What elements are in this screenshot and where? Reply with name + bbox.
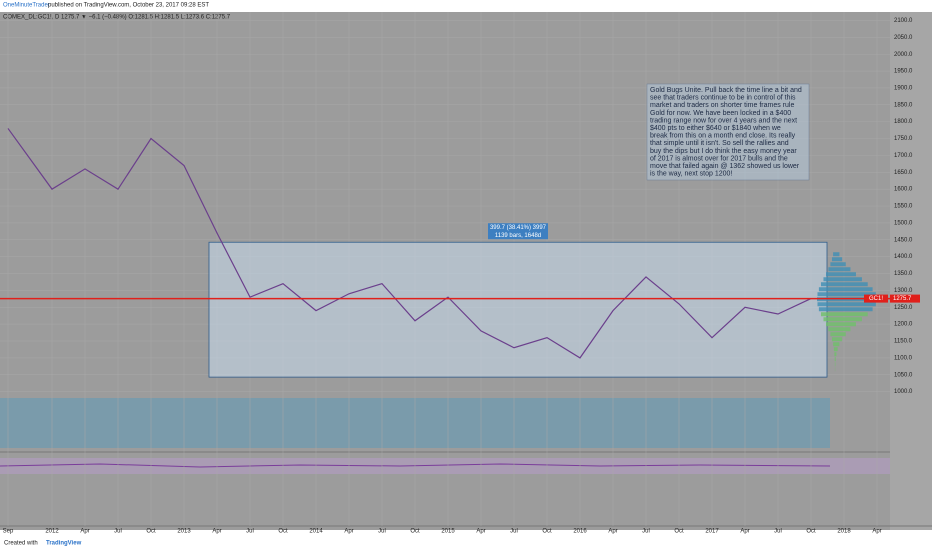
volume-profile-bar — [832, 337, 842, 341]
x-tick-label: Jul — [246, 529, 254, 535]
x-tick-label: Oct — [278, 529, 288, 535]
annotation-line: Gold Bugs Unite. Pull back the time line… — [650, 87, 802, 94]
volume-profile-bar — [828, 327, 850, 331]
y-tick-label: 2000.0 — [894, 52, 913, 58]
x-tick-label: Jul — [774, 529, 782, 535]
volume-profile-bar — [835, 357, 836, 361]
x-tick-label: 2012 — [45, 529, 59, 535]
y-tick-label: 1950.0 — [894, 69, 913, 75]
annotation-line: move that failed again @ 1362 showed us … — [650, 163, 800, 170]
x-tick-label: 2018 — [837, 529, 851, 535]
y-tick-label: 1400.0 — [894, 254, 913, 260]
y-tick-label: 1100.0 — [894, 355, 913, 361]
x-tick-label: Apr — [344, 529, 353, 535]
y-tick-label: 1200.0 — [894, 322, 913, 328]
annotation-line: that simple until it isn't. So sell the … — [650, 140, 789, 147]
annotation-line: see that traders continue to be in contr… — [650, 95, 796, 102]
annotation-line: Gold for now. We have been locked in a $… — [650, 110, 791, 117]
x-tick-label: Apr — [80, 529, 89, 535]
y-tick-label: 1450.0 — [894, 237, 913, 243]
volume-profile-bar — [830, 262, 845, 266]
x-tick-label: Apr — [872, 529, 881, 535]
y-tick-label: 1050.0 — [894, 372, 913, 378]
x-tick-label: Apr — [212, 529, 221, 535]
y-tick-label: 1000.0 — [894, 389, 913, 395]
range-box — [209, 242, 827, 377]
y-tick-label: 2100.0 — [894, 18, 913, 24]
y-tick-label: 1250.0 — [894, 305, 913, 311]
x-tick-label: Apr — [476, 529, 485, 535]
x-tick-label: Oct — [146, 529, 156, 535]
annotation-line: market and traders on shorter time frame… — [650, 102, 794, 109]
volume-profile-bar — [823, 317, 861, 321]
x-tick-label: Oct — [410, 529, 420, 535]
x-tick-label: 2017 — [705, 529, 719, 535]
annotation-line: trading range now for over 4 years and t… — [650, 117, 797, 124]
y-tick-label: 1550.0 — [894, 204, 913, 210]
published: published on TradingView.com, October 23… — [48, 3, 209, 9]
x-tick-label: 2013 — [177, 529, 191, 535]
footer-text: Created with — [4, 541, 38, 547]
volume-profile-bar — [817, 302, 875, 306]
measure-sublabel: 1139 bars, 1648d — [495, 233, 541, 239]
annotation-line: is the way, next stop 1200! — [650, 171, 732, 178]
x-tick-label: 2015 — [441, 529, 455, 535]
measure-label: 399.7 (38.41%) 3997 — [490, 225, 547, 231]
symbol-line: COMEX_DL:GC1!, D 1275.7 ▼ −6.1 (−0.48%) … — [3, 15, 231, 21]
x-tick-label: Apr — [740, 529, 749, 535]
x-tick-label: Jul — [114, 529, 122, 535]
volume-profile-bar — [830, 332, 845, 336]
footer-bg — [0, 536, 932, 550]
y-tick-label: 1800.0 — [894, 119, 913, 125]
x-tick-label: Jul — [378, 529, 386, 535]
y-tick-label: 1350.0 — [894, 271, 913, 277]
volume-profile-bar — [828, 267, 850, 271]
y-tick-label: 1750.0 — [894, 136, 913, 142]
x-tick-label: 2016 — [573, 529, 587, 535]
y-tick-label: 1700.0 — [894, 153, 913, 159]
volume-profile-bar — [821, 282, 868, 286]
y-tick-label: 1600.0 — [894, 187, 913, 193]
annotation-line: $400 pts to either $640 or $1840 when we — [650, 125, 781, 132]
x-tick-label: 2014 — [309, 529, 323, 535]
symbol-tag-text: GC1! — [869, 296, 883, 302]
volume-profile-bar — [833, 342, 839, 346]
volume-profile-bar — [819, 287, 873, 291]
rsi-band — [0, 458, 890, 474]
x-tick-label: Jul — [510, 529, 518, 535]
volume-profile-bar — [826, 272, 856, 276]
x-tick-label: Sep — [3, 529, 14, 535]
price-tag-text: 1275.7 — [893, 296, 912, 302]
y-tick-label: 1300.0 — [894, 288, 913, 294]
volume-profile-bar — [826, 322, 856, 326]
x-tick-label: Oct — [806, 529, 816, 535]
volume-profile-bar — [823, 277, 861, 281]
volume-profile-bar — [834, 347, 838, 351]
y-tick-label: 2050.0 — [894, 35, 913, 41]
volume-profile-bar — [819, 307, 873, 311]
volume-profile-bar — [835, 362, 836, 366]
x-tick-label: Apr — [608, 529, 617, 535]
annotation-line: buy the dips but I do think the easy mon… — [650, 148, 797, 155]
y-tick-label: 1650.0 — [894, 170, 913, 176]
y-tick-label: 1850.0 — [894, 102, 913, 108]
annotation-line: of 2017 is almost over for 2017 bulls an… — [650, 155, 788, 162]
volume-profile-bar — [834, 352, 836, 356]
x-tick-label: Oct — [674, 529, 684, 535]
x-tick-label: Jul — [642, 529, 650, 535]
x-tick-label: Oct — [542, 529, 552, 535]
volume-profile-bar — [832, 257, 842, 261]
annotation-line: break from this on a month end close. It… — [650, 133, 796, 140]
y-tick-label: 1500.0 — [894, 220, 913, 226]
author[interactable]: OneMinuteTrader — [3, 3, 50, 9]
brand[interactable]: TradingView — [46, 541, 82, 547]
y-tick-label: 1150.0 — [894, 339, 913, 345]
y-tick-label: 1900.0 — [894, 86, 913, 92]
volume-profile-bar — [833, 252, 839, 256]
volume-profile-bar — [821, 312, 868, 316]
